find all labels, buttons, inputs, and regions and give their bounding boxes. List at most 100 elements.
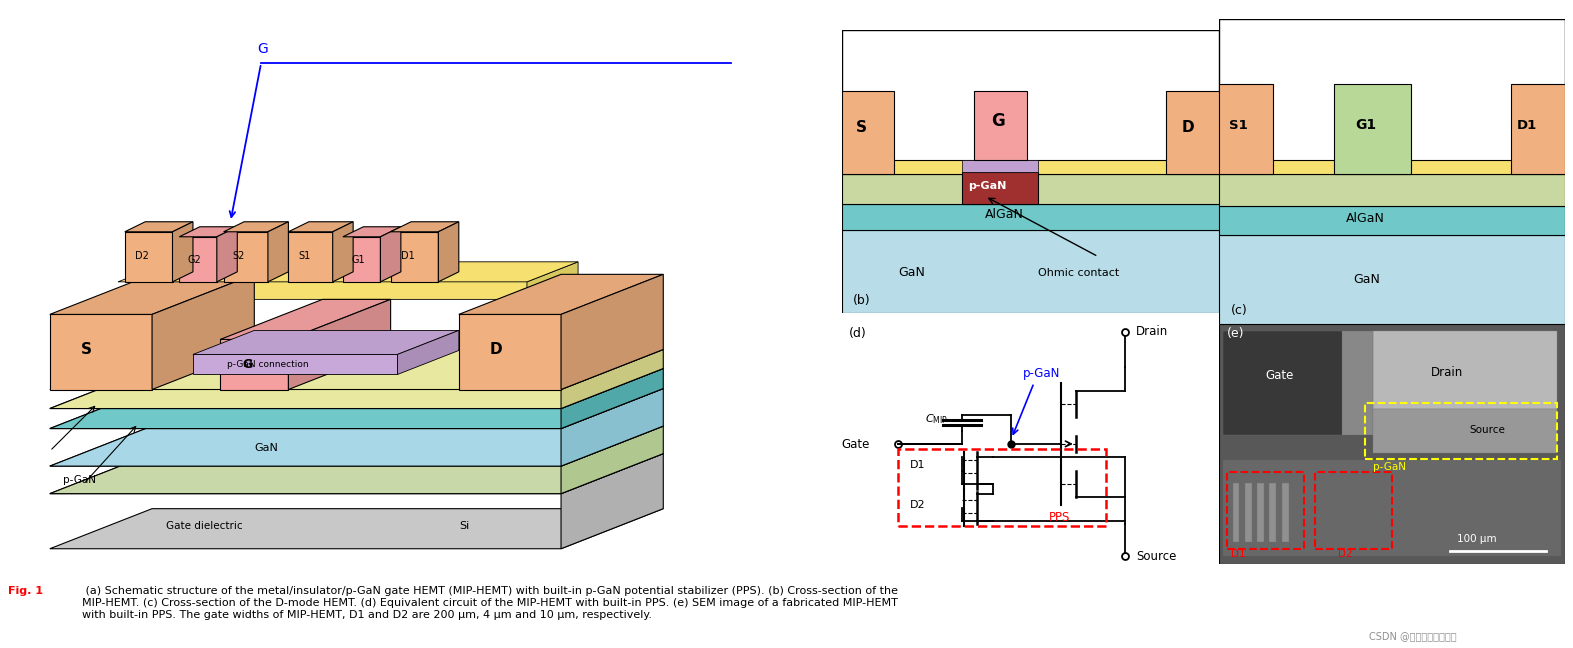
Polygon shape	[333, 222, 352, 282]
Polygon shape	[562, 426, 664, 494]
Bar	[1219, 235, 1565, 324]
Polygon shape	[223, 222, 288, 232]
Text: (d): (d)	[849, 327, 867, 340]
Text: G: G	[991, 111, 1005, 130]
Polygon shape	[50, 509, 664, 549]
Text: GaN: GaN	[1354, 273, 1381, 286]
Text: p-GaN: p-GaN	[1373, 462, 1406, 472]
Text: Gate dielectric: Gate dielectric	[165, 521, 242, 531]
Text: D2: D2	[909, 500, 925, 510]
Polygon shape	[223, 232, 267, 282]
Text: Source: Source	[1136, 550, 1177, 562]
Polygon shape	[193, 330, 459, 354]
Polygon shape	[124, 232, 173, 282]
Bar	[963, 172, 1038, 204]
Text: p-GaN: p-GaN	[1022, 367, 1060, 380]
Polygon shape	[288, 222, 352, 232]
Text: S1: S1	[299, 251, 311, 261]
Text: PPS: PPS	[1049, 511, 1071, 524]
Bar	[1373, 331, 1557, 409]
Polygon shape	[390, 232, 439, 282]
Bar	[1269, 483, 1276, 542]
Bar	[1222, 331, 1346, 435]
Text: CSDN @幻象空间的十三楼: CSDN @幻象空间的十三楼	[1369, 632, 1457, 642]
Polygon shape	[288, 232, 333, 282]
Polygon shape	[398, 330, 459, 375]
Polygon shape	[343, 237, 381, 282]
Polygon shape	[390, 222, 459, 232]
Polygon shape	[193, 354, 398, 375]
Bar	[1365, 403, 1557, 459]
Polygon shape	[267, 222, 288, 282]
Text: AlGaN: AlGaN	[1346, 212, 1384, 225]
Bar	[1233, 483, 1240, 542]
Polygon shape	[50, 426, 664, 466]
Polygon shape	[217, 227, 238, 282]
Text: G1: G1	[1356, 118, 1376, 132]
Text: S1: S1	[1229, 119, 1247, 132]
Text: D2: D2	[1339, 549, 1353, 559]
Polygon shape	[459, 274, 664, 314]
Text: p-GaN connection: p-GaN connection	[227, 360, 308, 369]
Polygon shape	[50, 369, 664, 408]
Polygon shape	[179, 237, 217, 282]
Polygon shape	[562, 454, 664, 549]
Text: (e): (e)	[1227, 327, 1244, 340]
Text: $C_{\mathrm{MIP}}$: $C_{\mathrm{MIP}}$	[925, 413, 949, 426]
Polygon shape	[562, 349, 664, 408]
Bar	[1315, 472, 1392, 549]
Text: G2: G2	[187, 255, 201, 265]
Bar	[1219, 159, 1565, 174]
Text: S: S	[856, 120, 867, 135]
Text: 100 μm: 100 μm	[1458, 535, 1497, 544]
Text: Drain: Drain	[1136, 325, 1169, 338]
Polygon shape	[562, 369, 664, 428]
Text: D1: D1	[1230, 549, 1246, 559]
Polygon shape	[50, 389, 664, 428]
Text: S: S	[80, 342, 91, 358]
Text: G1: G1	[352, 255, 365, 265]
Polygon shape	[562, 274, 664, 389]
Bar	[963, 161, 1038, 172]
Polygon shape	[220, 340, 288, 389]
Bar	[1219, 174, 1565, 206]
Bar	[1219, 206, 1565, 235]
Polygon shape	[173, 222, 193, 282]
Polygon shape	[459, 314, 562, 389]
Bar	[1373, 409, 1557, 453]
Text: p-GaN: p-GaN	[967, 181, 1007, 191]
Polygon shape	[124, 222, 193, 232]
Text: Ohmic contact: Ohmic contact	[1038, 268, 1118, 277]
Bar	[842, 204, 1219, 230]
Text: D: D	[1181, 120, 1194, 135]
Text: D: D	[489, 342, 502, 358]
Bar	[1166, 91, 1219, 174]
Bar	[842, 91, 895, 174]
Polygon shape	[50, 426, 664, 466]
Text: D1: D1	[909, 460, 925, 470]
Text: GaN: GaN	[898, 266, 925, 279]
Text: (c): (c)	[1230, 304, 1247, 317]
Polygon shape	[343, 227, 401, 237]
Bar	[1257, 483, 1265, 542]
Polygon shape	[50, 274, 255, 314]
Polygon shape	[50, 389, 664, 428]
Polygon shape	[179, 227, 238, 237]
Polygon shape	[50, 454, 664, 494]
Polygon shape	[220, 299, 390, 340]
Text: Si: Si	[459, 521, 469, 531]
Text: AlGaN: AlGaN	[255, 413, 286, 423]
Text: G: G	[258, 42, 269, 56]
Text: Gate: Gate	[842, 438, 870, 451]
Bar	[898, 449, 1106, 526]
Polygon shape	[50, 314, 153, 389]
Text: (a): (a)	[629, 353, 648, 367]
Polygon shape	[50, 349, 664, 389]
Bar	[842, 174, 1219, 204]
Text: Drain: Drain	[1430, 365, 1463, 378]
Text: (a) Schematic structure of the metal/insulator/p-GaN gate HEMT (MIP-HEMT) with b: (a) Schematic structure of the metal/ins…	[82, 586, 898, 619]
Text: Gate: Gate	[1265, 369, 1293, 382]
Text: D2: D2	[135, 251, 149, 261]
Text: (b): (b)	[853, 294, 870, 307]
Text: S2: S2	[233, 251, 245, 261]
